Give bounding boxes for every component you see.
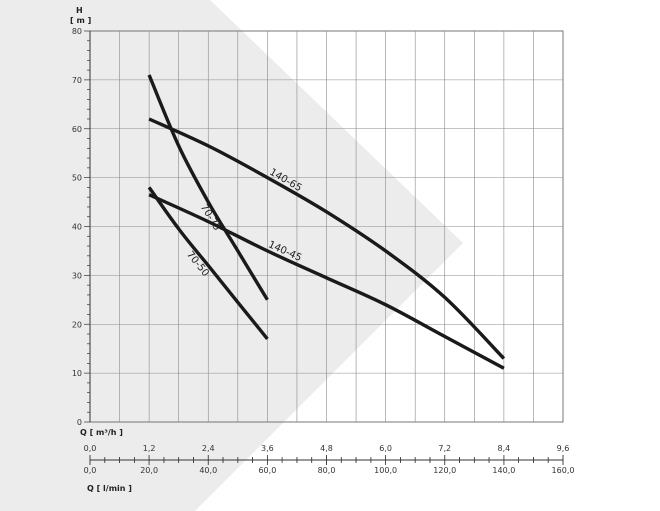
y-tick-label: 0 <box>77 418 82 427</box>
x-tick-label: 4,8 <box>320 444 333 453</box>
y-tick-label: 20 <box>72 320 82 329</box>
x-tick-label: 0,0 <box>84 466 97 475</box>
x-tick-label: 6,0 <box>379 444 392 453</box>
x-tick-label: 2,4 <box>202 444 215 453</box>
x-tick-label: 80,0 <box>318 466 336 475</box>
x-tick-label: 160,0 <box>552 466 575 475</box>
curve-70-75 <box>147 74 269 301</box>
grid-lines <box>90 31 563 422</box>
x-tick-label: 60,0 <box>258 466 276 475</box>
x-tick-label: 3,6 <box>261 444 274 453</box>
x-tick-label: 8,4 <box>498 444 511 453</box>
x-tick-label: 120,0 <box>433 466 456 475</box>
y-tick-label: 80 <box>72 27 82 36</box>
x-tick-label: 9,6 <box>557 444 570 453</box>
x-tick-label: 1,2 <box>143 444 156 453</box>
x-tick-label: 100,0 <box>374 466 397 475</box>
y-tick-label: 70 <box>72 76 82 85</box>
y-axis: 0 10 20 30 40 50 60 70 80 <box>72 27 91 427</box>
x-tick-label: 20,0 <box>140 466 158 475</box>
x-axis-secondary-label: Q [ l/min ] <box>87 484 132 493</box>
x-tick-label: 40,0 <box>199 466 217 475</box>
background-watermark-shape <box>0 0 463 511</box>
y-axis-title: H <box>76 6 83 15</box>
curve-140-45 <box>148 193 505 370</box>
x-tick-label: 0,0 <box>84 444 97 453</box>
x-axis-primary-label: Q [ m³/h ] <box>80 428 123 437</box>
y-tick-label: 10 <box>72 369 82 378</box>
curve-140-65 <box>148 117 506 360</box>
y-tick-label: 60 <box>72 125 82 134</box>
curve-70-50 <box>147 186 269 340</box>
y-tick-label: 40 <box>72 223 82 232</box>
y-tick-label: 50 <box>72 174 82 183</box>
x-tick-label: 7,2 <box>438 444 451 453</box>
x-axis-secondary: 0,0 20,0 40,0 60,0 80,0 100,0 120,0 140,0 160,0 <box>84 455 575 475</box>
curves <box>147 74 506 370</box>
x-tick-label: 140,0 <box>492 466 515 475</box>
y-axis-unit: [ m ] <box>70 16 91 25</box>
y-tick-label: 30 <box>72 271 82 280</box>
